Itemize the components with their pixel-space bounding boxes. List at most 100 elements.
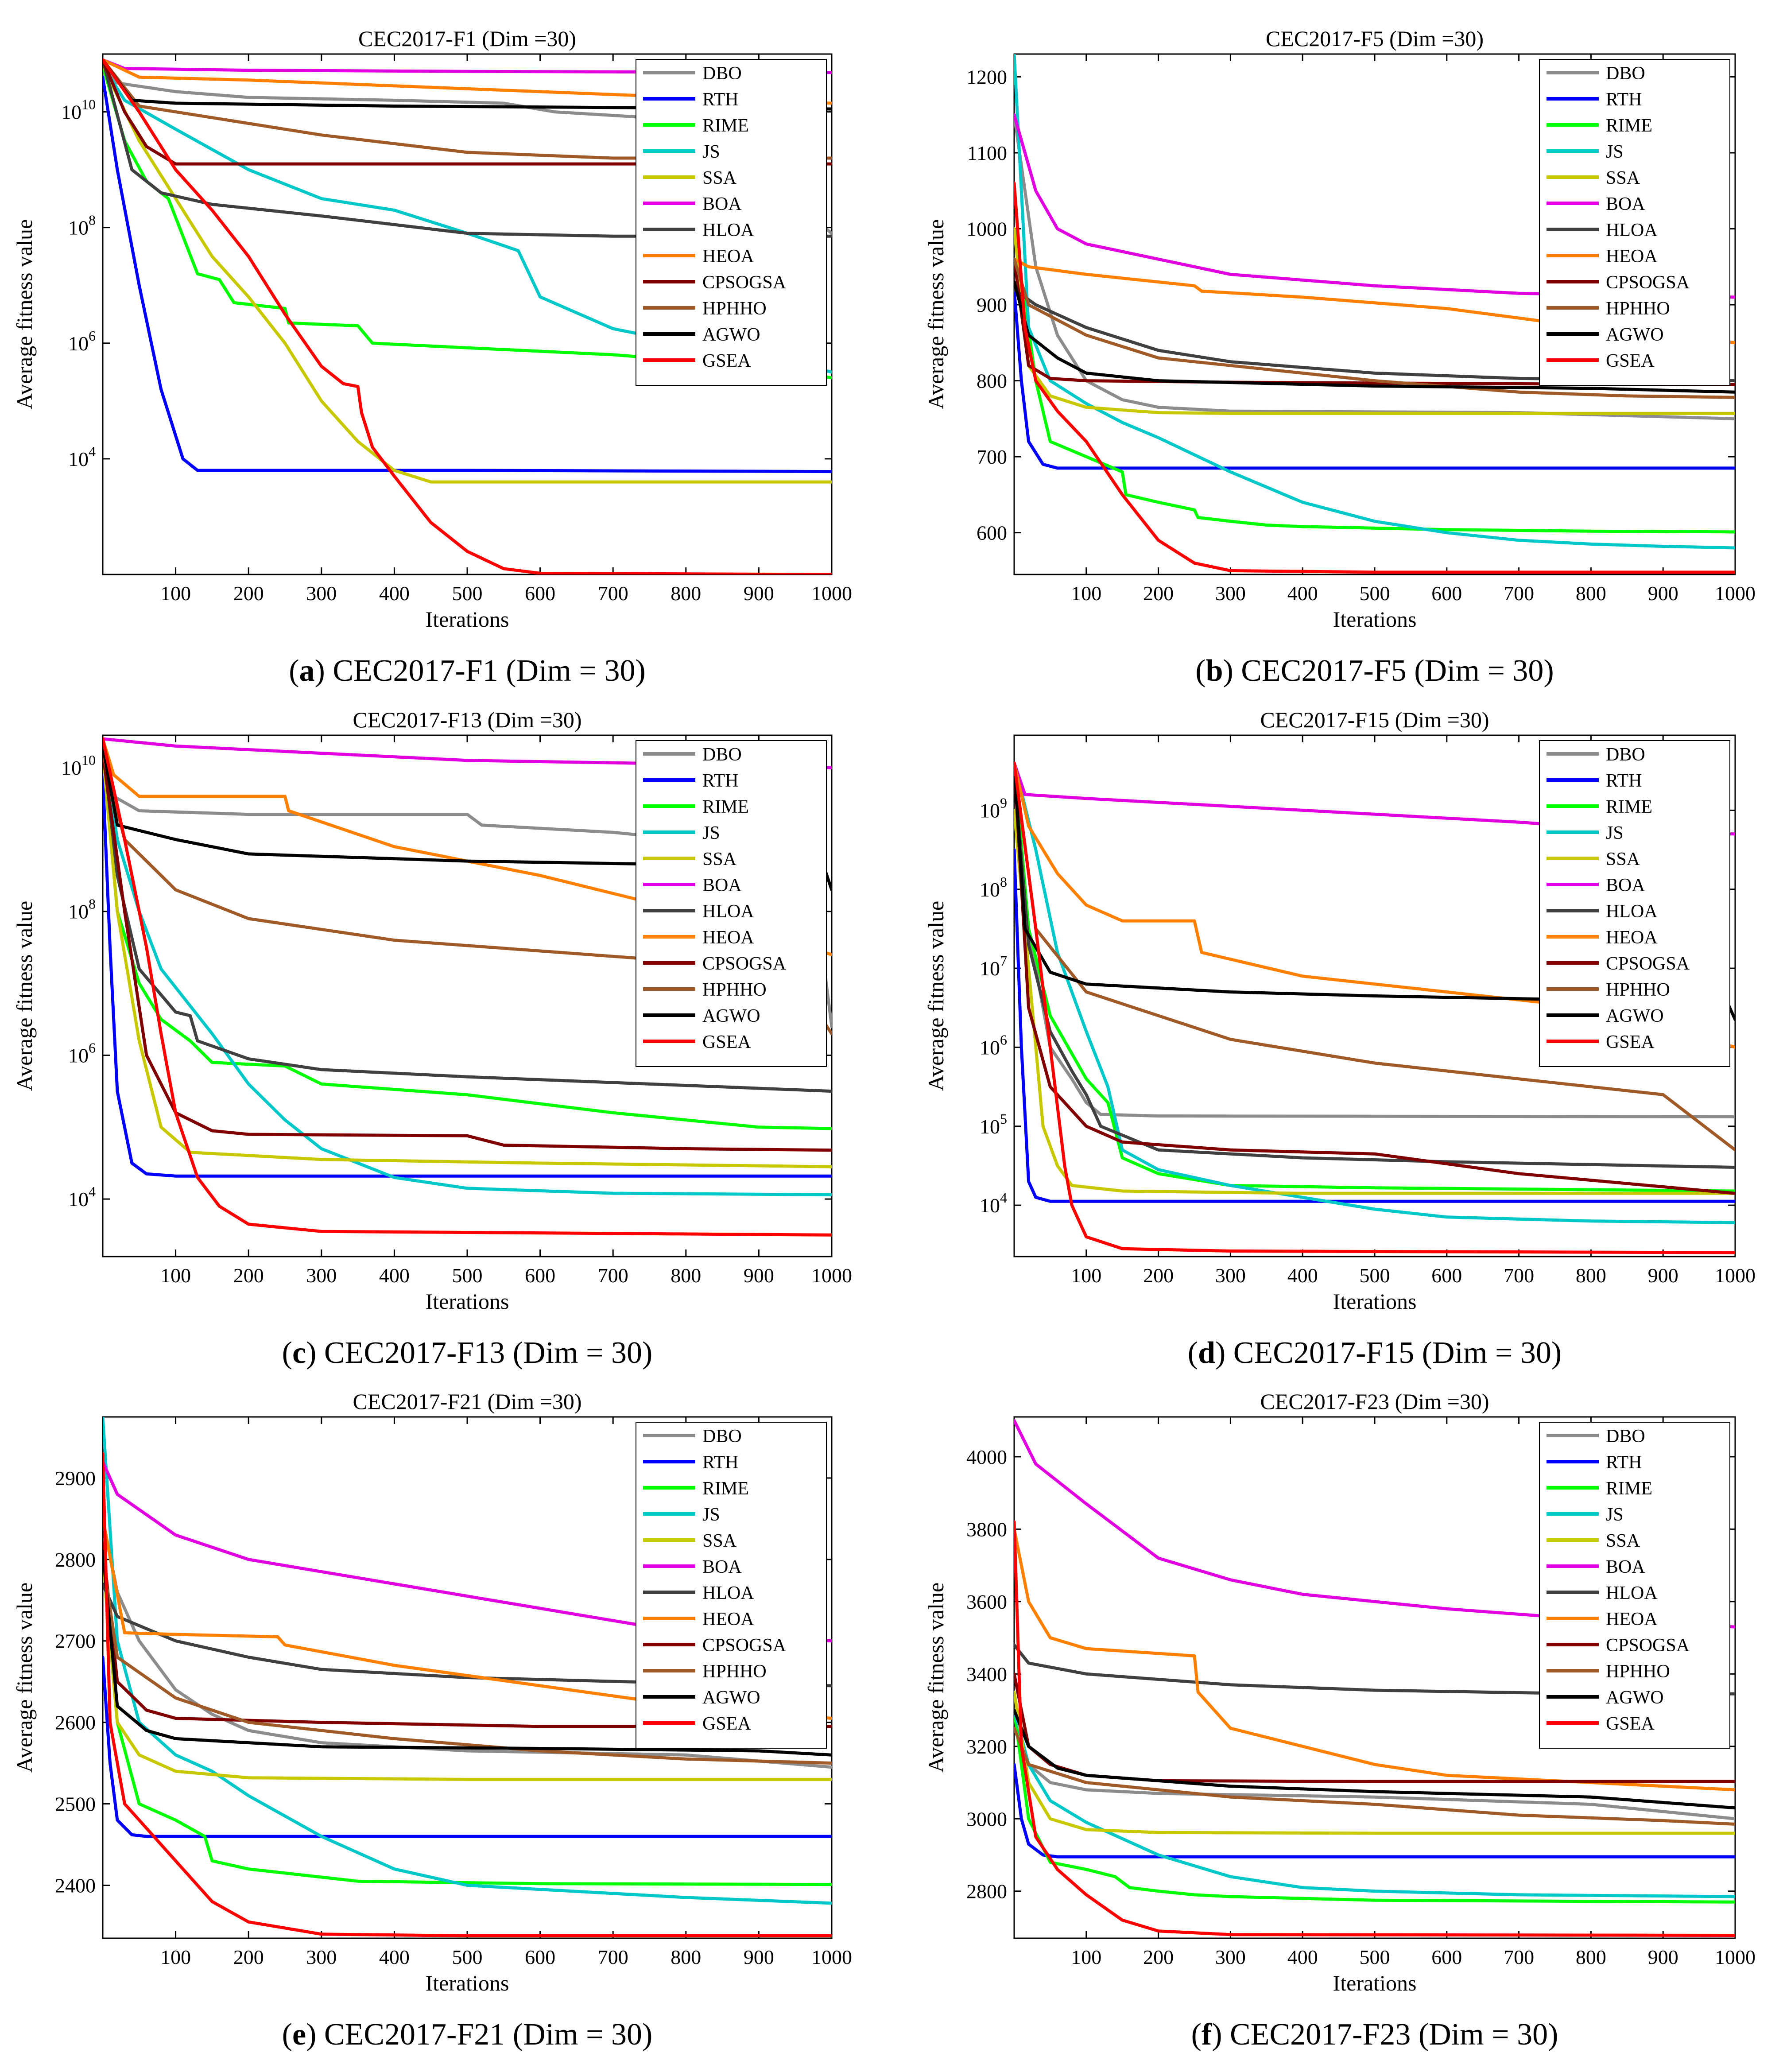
subfigure-caption: (a) CEC2017-F1 (Dim = 30): [289, 654, 646, 688]
x-tick-label: 200: [1143, 582, 1174, 605]
legend: DBO RTH RIME JS SSA BOA HLOA HEOA CPSOGSA HPHHO AG…: [636, 1422, 827, 1749]
legend-label-gsea: GSEA: [702, 1032, 751, 1052]
x-tick-label: 600: [525, 582, 555, 605]
chart-title: CEC2017-F5 (Dim =30): [1266, 26, 1484, 51]
series-line-rime: [103, 1558, 832, 1886]
x-tick-label: 700: [1504, 1264, 1534, 1287]
y-tick-label: 1100: [967, 142, 1007, 164]
chart-title: CEC2017-F13 (Dim =30): [353, 707, 581, 732]
legend-label-heoa: HEOA: [702, 246, 754, 267]
legend-label-boa: BOA: [702, 875, 742, 896]
y-tick-label: 109: [980, 795, 1007, 822]
series-line-hloa: [103, 58, 832, 238]
y-tick-label: 2500: [55, 1793, 96, 1816]
legend-box: [1539, 740, 1730, 1067]
x-tick-label: 200: [233, 1946, 264, 1968]
series-line-gsea: [103, 1452, 832, 1937]
x-tick-label: 500: [452, 1264, 483, 1287]
legend-label-hphho: HPHHO: [1606, 1661, 1670, 1682]
x-tick-label: 300: [306, 1264, 337, 1287]
series-line-rime: [1014, 761, 1735, 1193]
x-tick-label: 500: [1360, 1946, 1390, 1968]
x-tick-label: 700: [598, 1946, 628, 1968]
y-tick-label: 2400: [55, 1874, 96, 1897]
y-axis-label: Average fitness value: [12, 901, 37, 1091]
x-tick-label: 200: [1143, 1264, 1174, 1287]
series-line-hphho: [1014, 257, 1735, 399]
legend: DBO RTH RIME JS SSA BOA HLOA HEOA CPSOGSA HPHHO AG…: [636, 740, 827, 1067]
y-tick-label: 106: [68, 1040, 96, 1067]
legend-label-dbo: DBO: [1606, 63, 1645, 84]
x-tick-label: 700: [1504, 582, 1534, 605]
legend-box: [636, 740, 827, 1067]
y-tick-label: 900: [977, 294, 1007, 316]
x-axis-label: Iterations: [426, 607, 509, 632]
legend-label-hloa: HLOA: [702, 220, 754, 241]
y-tick-label: 2800: [55, 1548, 96, 1571]
legend-label-dbo: DBO: [702, 1426, 742, 1447]
x-tick-label: 600: [1431, 1264, 1462, 1287]
x-tick-label: 800: [671, 1264, 701, 1287]
y-tick-label: 3000: [966, 1808, 1007, 1830]
legend-label-heoa: HEOA: [702, 1609, 754, 1630]
series-line-rth: [1014, 848, 1735, 1203]
series-line-gsea: [103, 737, 832, 1237]
chart-panel-a: CEC2017-F1 (Dim =30) 100 200 300 400 500 600 70…: [12, 26, 852, 688]
x-axis-label: Iterations: [426, 1971, 509, 1995]
legend-label-gsea: GSEA: [1606, 1714, 1655, 1734]
legend-label-js: JS: [702, 1505, 720, 1525]
subfigure-caption: (b) CEC2017-F5 (Dim = 30): [1195, 654, 1554, 688]
chart-panel-b: CEC2017-F5 (Dim =30) 100 200 300 400 500 600 70…: [923, 26, 1756, 688]
y-tick-label: 2700: [55, 1630, 96, 1653]
x-tick-label: 900: [744, 582, 774, 605]
legend-box: [636, 1422, 827, 1749]
y-tick-label: 2800: [966, 1880, 1007, 1903]
series-line-agwo: [1014, 1708, 1735, 1810]
x-tick-label: 300: [1215, 582, 1246, 605]
legend-label-hloa: HLOA: [702, 901, 754, 922]
legend: DBO RTH RIME JS SSA BOA HLOA HEOA CPSOGSA HPHHO AG…: [1539, 1422, 1730, 1749]
legend: DBO RTH RIME JS SSA BOA HLOA HEOA CPSOGSA HPHHO AG…: [1539, 740, 1730, 1067]
subfigure-caption: (e) CEC2017-F21 (Dim = 30): [282, 2018, 653, 2052]
legend-box: [636, 59, 827, 386]
series-line-agwo: [1014, 280, 1735, 394]
y-tick-label: 108: [68, 212, 96, 239]
x-axis-label: Iterations: [426, 1289, 509, 1314]
legend-label-agwo: AGWO: [702, 1688, 760, 1708]
legend-label-ssa: SSA: [1606, 1531, 1640, 1551]
legend-label-dbo: DBO: [702, 63, 742, 84]
legend-box: [1539, 1422, 1730, 1749]
x-tick-label: 100: [160, 582, 191, 605]
x-tick-label: 500: [452, 582, 483, 605]
x-tick-label: 700: [598, 582, 628, 605]
legend-label-hloa: HLOA: [1606, 220, 1658, 241]
legend-label-gsea: GSEA: [1606, 351, 1655, 371]
legend-label-cpsogsa: CPSOGSA: [702, 272, 787, 293]
legend-label-rth: RTH: [702, 1452, 738, 1473]
legend-label-ssa: SSA: [702, 1531, 737, 1551]
legend-label-boa: BOA: [1606, 194, 1645, 214]
y-tick-label: 1200: [966, 66, 1007, 88]
x-tick-label: 400: [379, 1264, 410, 1287]
series-line-heoa: [103, 58, 832, 105]
chart-title: CEC2017-F1 (Dim =30): [358, 26, 576, 51]
legend-label-agwo: AGWO: [702, 1006, 760, 1026]
legend-label-cpsogsa: CPSOGSA: [1606, 1635, 1690, 1656]
x-axis-label: Iterations: [1333, 607, 1417, 632]
series-line-heoa: [1014, 257, 1735, 345]
subfigure-caption: (d) CEC2017-F15 (Dim = 30): [1188, 1336, 1562, 1370]
legend-label-cpsogsa: CPSOGSA: [1606, 954, 1690, 974]
y-tick-label: 3800: [966, 1518, 1007, 1540]
legend-label-cpsogsa: CPSOGSA: [1606, 272, 1690, 293]
y-tick-label: 1010: [61, 97, 96, 124]
y-tick-label: 104: [980, 1190, 1007, 1217]
y-tick-label: 108: [68, 896, 96, 923]
x-tick-label: 500: [1360, 582, 1390, 605]
y-axis-label: Average fitness value: [12, 1583, 37, 1773]
series-line-rth: [103, 773, 832, 1178]
x-tick-label: 800: [1576, 582, 1606, 605]
x-tick-label: 100: [1071, 1264, 1101, 1287]
y-tick-label: 700: [977, 446, 1007, 468]
legend-label-hloa: HLOA: [1606, 901, 1658, 922]
